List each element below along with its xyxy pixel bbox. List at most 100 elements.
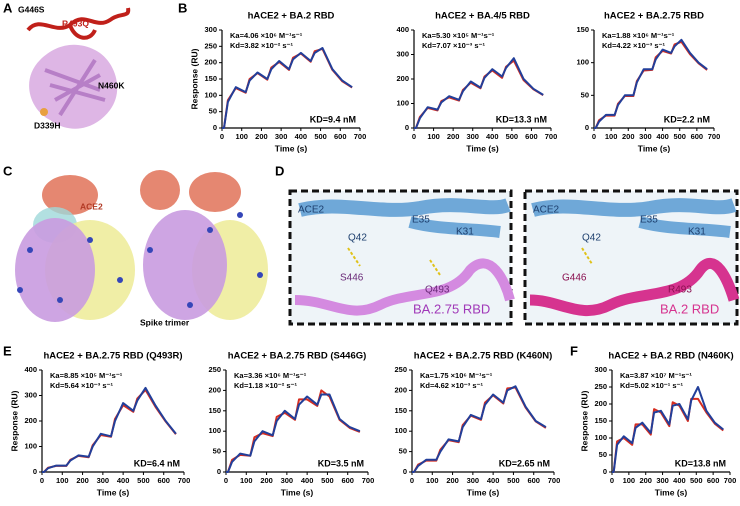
x-tick-label: 300 <box>639 132 652 141</box>
y-tick-label: 300 <box>594 365 607 374</box>
y-tick-label: 150 <box>394 406 407 415</box>
y-tick-label: 400 <box>396 25 409 34</box>
x-tick-label: 700 <box>548 476 561 485</box>
residue-label: R493 <box>668 285 692 296</box>
sensorgram-line <box>412 385 547 473</box>
ace2-helix <box>298 198 511 217</box>
y-axis-label: Response (RU) <box>579 390 589 451</box>
x-tick-label: 100 <box>605 132 618 141</box>
x-tick-label: 700 <box>724 476 737 485</box>
mutation-label: D339H <box>34 120 60 130</box>
interface-right <box>523 189 740 326</box>
kd-label: KD=6.4 nM <box>134 458 180 468</box>
chart-title: hACE2 + BA.2 RBD <box>248 11 335 22</box>
site-dot <box>40 108 48 116</box>
x-tick-label: 400 <box>301 476 314 485</box>
x-tick-label: 300 <box>97 476 110 485</box>
x-tick-label: 500 <box>321 476 334 485</box>
kinetics-label: Kd=1.18 ×10⁻² s⁻¹ <box>234 381 297 390</box>
panel-letter: C <box>3 163 13 178</box>
x-axis-label: Time (s) <box>97 487 130 497</box>
x-tick-label: 700 <box>545 132 558 141</box>
x-tick-label: 600 <box>157 476 170 485</box>
y-tick-label: 50 <box>213 447 221 456</box>
kd-label: KD=13.3 nM <box>496 114 547 124</box>
chart-title: hACE2 + BA.2.75 RBD (Q493R) <box>43 351 182 362</box>
chart-title: hACE2 + BA.2.75 RBD (S446G) <box>228 351 367 362</box>
x-tick-label: 200 <box>76 476 89 485</box>
kinetics-label: Kd=4.22 ×10⁻³ s⁻¹ <box>602 41 665 50</box>
rbd-loop <box>529 258 740 317</box>
rbd-ribbon <box>29 44 118 129</box>
kd-label: KD=2.2 nM <box>664 114 710 124</box>
spike-trimer-right <box>140 170 268 320</box>
x-tick-label: 300 <box>656 476 669 485</box>
x-tick-label: 400 <box>487 476 500 485</box>
x-tick-label: 500 <box>507 476 520 485</box>
residue-label: E35 <box>412 215 430 226</box>
y-tick-label: 0 <box>403 467 407 476</box>
x-tick-label: 600 <box>707 476 720 485</box>
x-axis-label: Time (s) <box>275 143 308 153</box>
y-tick-label: 50 <box>599 450 607 459</box>
y-axis-label: Response (RU) <box>189 48 199 109</box>
x-axis-label: Time (s) <box>281 487 314 497</box>
rbd-loop <box>294 258 515 316</box>
x-tick-label: 600 <box>525 132 538 141</box>
y-tick-label: 50 <box>399 447 407 456</box>
kinetics-label: Kd=5.02 ×10⁻¹ s⁻¹ <box>620 381 683 390</box>
y-tick-label: 200 <box>594 399 607 408</box>
x-tick-label: 200 <box>255 132 268 141</box>
x-axis-label: Time (s) <box>655 487 688 497</box>
x-tick-label: 0 <box>610 476 614 485</box>
x-tick-label: 100 <box>240 476 253 485</box>
panel-letter: B <box>178 0 187 15</box>
sensorgram-line <box>594 38 708 129</box>
spike-trimer-left <box>15 175 135 322</box>
y-tick-label: 0 <box>33 467 37 476</box>
residue-label: K31 <box>456 227 474 238</box>
y-tick-label: 50 <box>581 90 589 99</box>
kinetics-label: Kd=7.07 ×10⁻³ s⁻¹ <box>422 41 485 50</box>
sensorgram-line <box>226 393 361 473</box>
ace2-label: ACE2 <box>533 205 560 216</box>
kinetics-label: Kd=3.82 ×10⁻² s⁻¹ <box>230 41 293 50</box>
interface-left <box>288 189 515 326</box>
x-tick-label: 700 <box>178 476 191 485</box>
y-tick-label: 100 <box>576 58 589 67</box>
x-tick-label: 300 <box>275 132 288 141</box>
y-tick-label: 0 <box>405 123 409 132</box>
protomer-surface <box>143 210 227 320</box>
glycans <box>17 212 263 308</box>
residue-label: K31 <box>688 227 706 238</box>
x-tick-label: 200 <box>260 476 273 485</box>
y-tick-label: 200 <box>24 416 37 425</box>
kinetics-label: Ka=1.75 ×10⁶ M⁻¹s⁻¹ <box>420 371 493 380</box>
x-tick-label: 0 <box>410 476 414 485</box>
kinetics-label: Kd=4.62 ×10⁻³ s⁻¹ <box>420 381 483 390</box>
y-tick-label: 200 <box>208 385 221 394</box>
ace2-surface <box>140 170 180 210</box>
y-tick-label: 100 <box>394 426 407 435</box>
x-tick-label: 100 <box>56 476 69 485</box>
y-tick-label: 150 <box>594 416 607 425</box>
x-tick-label: 200 <box>622 132 635 141</box>
x-tick-label: 400 <box>486 132 499 141</box>
x-tick-label: 600 <box>691 132 704 141</box>
y-tick-label: 150 <box>576 25 589 34</box>
x-tick-label: 600 <box>341 476 354 485</box>
panel-letter: F <box>570 343 578 358</box>
kinetics-label: Ka=3.36 ×10⁶ M⁻¹s⁻¹ <box>234 371 307 380</box>
x-tick-label: 500 <box>690 476 703 485</box>
x-tick-label: 100 <box>235 132 248 141</box>
rbd-label: BA.2.75 RBD <box>413 301 490 316</box>
ace2-surface <box>42 175 98 215</box>
panel-letter: D <box>275 163 284 178</box>
y-tick-label: 300 <box>24 390 37 399</box>
x-axis-label: Time (s) <box>467 487 500 497</box>
x-tick-label: 600 <box>334 132 347 141</box>
mutation-label: R493Q <box>62 18 89 28</box>
y-tick-label: 0 <box>213 123 217 132</box>
chart-title: hACE2 + BA.4/5 RBD <box>435 11 530 22</box>
